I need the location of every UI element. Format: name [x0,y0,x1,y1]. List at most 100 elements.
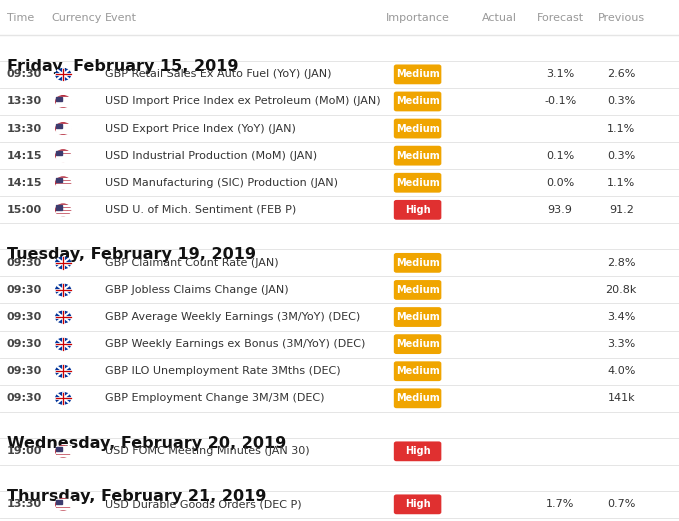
Text: USD FOMC Meeting Minutes (JAN 30): USD FOMC Meeting Minutes (JAN 30) [105,446,310,456]
Text: 14:15: 14:15 [7,151,42,160]
Text: Medium: Medium [396,312,439,322]
Text: USD Manufacturing (SIC) Production (JAN): USD Manufacturing (SIC) Production (JAN) [105,178,338,188]
Circle shape [56,445,71,457]
Text: 15:00: 15:00 [7,205,42,215]
Bar [56,102,71,104]
Text: 0.1%: 0.1% [546,151,574,160]
Bar [56,208,71,209]
Text: GBP Weekly Earnings ex Bonus (3M/YoY) (DEC): GBP Weekly Earnings ex Bonus (3M/YoY) (D… [105,339,365,349]
Text: USD U. of Mich. Sentiment (FEB P): USD U. of Mich. Sentiment (FEB P) [105,205,297,215]
Text: 20.8k: 20.8k [606,285,637,295]
Text: 09:30: 09:30 [7,69,42,79]
Text: 4.0%: 4.0% [607,366,636,376]
FancyBboxPatch shape [394,362,441,381]
Text: Medium: Medium [396,339,439,349]
Text: 13:30: 13:30 [7,96,42,106]
Bar [56,97,62,101]
Circle shape [56,393,71,404]
Text: 13:30: 13:30 [7,123,42,133]
Circle shape [56,339,71,350]
Text: Medium: Medium [396,178,439,188]
Text: High: High [405,205,430,215]
Text: High: High [405,499,430,510]
Circle shape [56,499,71,510]
Bar [56,151,71,152]
Bar [56,502,71,504]
Circle shape [56,150,71,162]
FancyBboxPatch shape [394,200,441,220]
Bar [56,210,71,212]
Bar [56,187,71,188]
Bar [56,452,71,453]
Bar [56,500,62,504]
FancyBboxPatch shape [394,307,441,327]
Bar [56,508,71,510]
Bar [56,205,71,206]
Circle shape [56,284,71,296]
Bar [56,505,71,506]
Bar [56,455,71,456]
FancyBboxPatch shape [394,119,441,139]
Text: Medium: Medium [396,285,439,295]
Bar [56,100,71,101]
Text: GBP Jobless Claims Change (JAN): GBP Jobless Claims Change (JAN) [105,285,289,295]
Text: GBP Average Weekly Earnings (3M/YoY) (DEC): GBP Average Weekly Earnings (3M/YoY) (DE… [105,312,361,322]
Bar [56,446,62,451]
FancyBboxPatch shape [394,441,441,461]
Bar [56,123,71,125]
Text: USD Durable Goods Orders (DEC P): USD Durable Goods Orders (DEC P) [105,499,302,510]
Text: Event: Event [105,13,137,23]
Text: 141k: 141k [608,393,635,403]
FancyBboxPatch shape [394,494,441,514]
Text: 09:30: 09:30 [7,393,42,403]
Circle shape [56,257,71,269]
Text: Previous: Previous [598,13,645,23]
Bar [56,127,71,128]
Bar [56,214,71,215]
FancyBboxPatch shape [394,280,441,300]
Text: 93.9: 93.9 [548,205,572,215]
Text: 1.1%: 1.1% [607,123,636,133]
Text: 09:30: 09:30 [7,366,42,376]
Bar [56,159,71,160]
Text: Medium: Medium [396,96,439,106]
Text: GBP Employment Change 3M/3M (DEC): GBP Employment Change 3M/3M (DEC) [105,393,325,403]
Text: USD Export Price Index (YoY) (JAN): USD Export Price Index (YoY) (JAN) [105,123,296,133]
Text: 3.1%: 3.1% [546,69,574,79]
Text: 91.2: 91.2 [609,205,634,215]
Text: Medium: Medium [396,393,439,403]
FancyBboxPatch shape [394,389,441,408]
Bar [56,105,71,106]
FancyBboxPatch shape [394,173,441,193]
Text: 2.6%: 2.6% [607,69,636,79]
Text: 0.3%: 0.3% [607,151,636,160]
Text: USD Import Price Index ex Petroleum (MoM) (JAN): USD Import Price Index ex Petroleum (MoM… [105,96,381,106]
Text: GBP Retail Sales Ex Auto Fuel (YoY) (JAN): GBP Retail Sales Ex Auto Fuel (YoY) (JAN… [105,69,332,79]
FancyBboxPatch shape [394,65,441,84]
Text: 09:30: 09:30 [7,312,42,322]
Text: 09:30: 09:30 [7,285,42,295]
Bar [56,183,71,185]
Bar [56,154,71,155]
Text: Medium: Medium [396,123,439,133]
Text: 1.1%: 1.1% [607,178,636,188]
Bar [56,96,71,98]
Text: Actual: Actual [481,13,517,23]
Bar [56,500,71,501]
Text: Medium: Medium [396,151,439,160]
Text: 19:00: 19:00 [7,446,42,456]
Bar [56,181,71,182]
Text: Thursday, February 21, 2019: Thursday, February 21, 2019 [7,489,266,504]
FancyBboxPatch shape [394,334,441,354]
Text: GBP ILO Unemployment Rate 3Mths (DEC): GBP ILO Unemployment Rate 3Mths (DEC) [105,366,341,376]
Circle shape [56,312,71,323]
Bar [56,446,71,448]
Text: 13:30: 13:30 [7,499,42,510]
Bar [56,129,71,131]
Bar [56,205,62,209]
Text: 3.4%: 3.4% [607,312,636,322]
FancyBboxPatch shape [394,253,441,273]
FancyBboxPatch shape [394,146,441,166]
Bar [56,132,71,133]
Text: Wednesday, February 20, 2019: Wednesday, February 20, 2019 [7,436,286,451]
